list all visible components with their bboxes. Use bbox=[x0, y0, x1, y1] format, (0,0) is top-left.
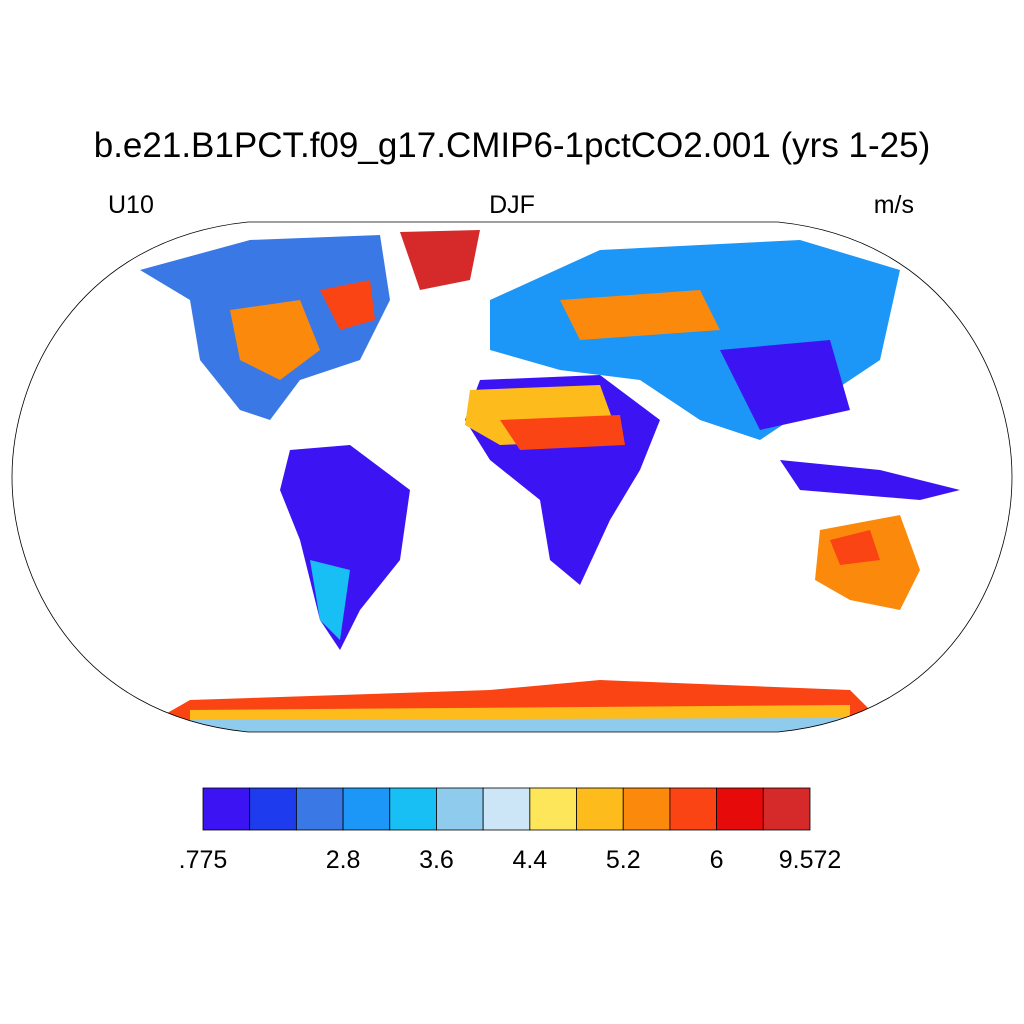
colorbar-label: .775 bbox=[179, 846, 228, 874]
colorbar-label: 5.2 bbox=[606, 846, 641, 874]
colorbar-label: 9.572 bbox=[779, 846, 842, 874]
colorbar-label: 3.6 bbox=[419, 846, 454, 874]
colorbar-box bbox=[762, 787, 811, 831]
season-label: DJF bbox=[489, 191, 535, 219]
land bbox=[120, 230, 960, 732]
colorbar-label: 2.8 bbox=[326, 846, 361, 874]
colorbar-box bbox=[622, 787, 671, 831]
colorbar-label: 4.4 bbox=[512, 846, 547, 874]
colorbar-box bbox=[389, 787, 437, 831]
variable-label: U10 bbox=[108, 191, 154, 219]
colorbar: .775 2.8 3.6 4.4 5.2 6 9.572 bbox=[179, 787, 842, 874]
units-label: m/s bbox=[874, 191, 914, 219]
colorbar-label: 6 bbox=[710, 846, 724, 874]
colorbar-box bbox=[342, 787, 391, 831]
colorbar-box bbox=[716, 787, 764, 831]
colorbar-box bbox=[576, 787, 624, 831]
colorbar-box bbox=[529, 787, 577, 831]
colorbar-box bbox=[436, 787, 484, 831]
colorbar-box bbox=[482, 787, 531, 831]
colorbar-box bbox=[249, 787, 297, 831]
colorbar-box bbox=[295, 787, 344, 831]
map bbox=[11, 221, 1013, 733]
colorbar-box bbox=[669, 787, 718, 831]
colorbar-box bbox=[202, 787, 251, 831]
map-outline bbox=[11, 221, 1013, 733]
title: b.e21.B1PCT.f09_g17.CMIP6-1pctCO2.001 (y… bbox=[94, 126, 931, 165]
